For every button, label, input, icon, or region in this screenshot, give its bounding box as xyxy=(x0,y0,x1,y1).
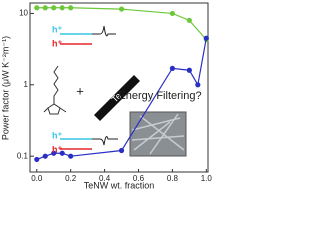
sem-texture xyxy=(131,113,185,155)
data-point xyxy=(34,156,40,163)
data-point xyxy=(118,147,125,154)
data-point xyxy=(186,17,192,23)
polymer-structure xyxy=(43,65,67,115)
y-tick-label: 1 xyxy=(24,80,29,89)
data-point xyxy=(169,65,175,71)
annotation: h⁺ xyxy=(52,38,62,48)
data-point xyxy=(118,6,125,12)
data-point xyxy=(51,150,57,156)
data-point xyxy=(59,150,65,156)
x-tick-label: 0.4 xyxy=(99,174,111,183)
data-point xyxy=(42,5,48,11)
y-axis-label: Power factor (μW K⁻²m⁻¹) xyxy=(0,36,10,140)
plot-frame xyxy=(29,2,209,173)
y-tick-label: 10 xyxy=(19,9,28,18)
data-point xyxy=(59,5,65,11)
x-tick-label: 1.0 xyxy=(201,174,213,183)
x-tick-label: 0.6 xyxy=(133,174,145,183)
data-point xyxy=(51,5,57,11)
data-point xyxy=(195,82,201,88)
x-tick-label: 0.2 xyxy=(65,174,77,183)
data-point xyxy=(169,10,175,17)
data-point xyxy=(34,5,40,11)
data-point xyxy=(68,5,74,11)
x-axis-label: TeNW wt. fraction xyxy=(84,180,155,189)
annotation: + xyxy=(76,83,84,98)
annotation: h⁺ xyxy=(52,144,62,154)
x-tick-label: 0.0 xyxy=(31,174,43,183)
data-point xyxy=(186,67,192,73)
data-point xyxy=(42,153,48,159)
band-diagram-top xyxy=(60,25,116,45)
annotation: h⁺ xyxy=(52,130,62,140)
chart: TeNW wt. fraction Power factor (μW K⁻²m⁻… xyxy=(0,2,213,189)
nanowire xyxy=(94,75,140,121)
data-point xyxy=(68,153,74,159)
y-tick-label: 0.1 xyxy=(17,151,29,160)
annotation: h⁺ xyxy=(52,24,62,34)
band-diagram-bottom xyxy=(60,136,118,150)
data-point xyxy=(203,35,209,41)
series-line xyxy=(36,38,207,160)
annotation: Energy Filtering? xyxy=(118,90,201,102)
x-tick-label: 0.8 xyxy=(167,174,179,183)
